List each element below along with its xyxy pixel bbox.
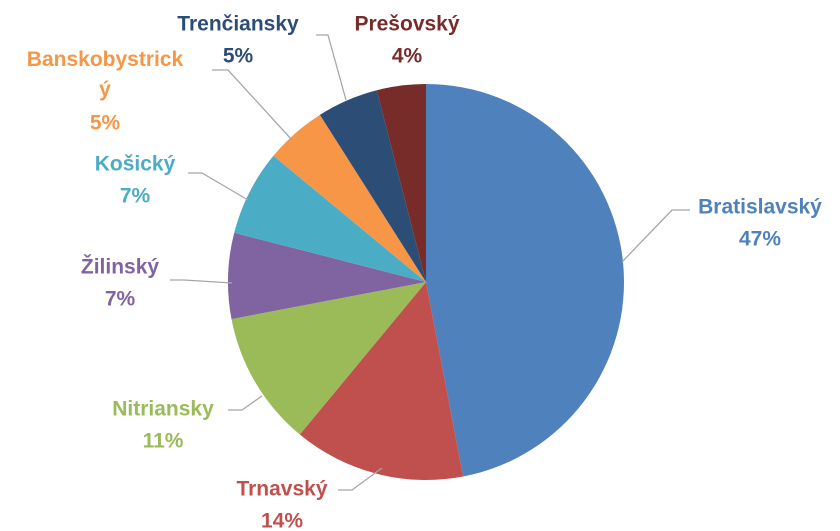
pie-slice: [376, 84, 426, 282]
pie-slice: [299, 282, 464, 480]
leader-line: [228, 395, 263, 411]
pie-slice: [228, 232, 426, 320]
value-label: 5%: [90, 112, 121, 135]
pie-slice: [231, 282, 426, 435]
slice-label: Bratislavský: [698, 196, 822, 219]
label-line: ý: [99, 78, 111, 101]
pie-slice: [319, 90, 426, 282]
value-label: 7%: [120, 185, 151, 208]
slice-label: Trenčiansky: [177, 13, 299, 36]
slice-label: Prešovský: [354, 13, 459, 36]
value-label: 7%: [105, 288, 136, 311]
slice-label: Trnavský: [236, 478, 327, 501]
leader-line: [338, 467, 383, 491]
leader-line: [316, 34, 347, 101]
value-label: 11%: [143, 430, 184, 453]
slice-label: Nitriansky: [112, 398, 214, 421]
slice-label: Žilinský: [81, 255, 160, 279]
label-line: Banskobystrick: [27, 48, 184, 71]
leader-line: [212, 69, 293, 141]
pie-slice: [234, 155, 426, 282]
value-label: 14%: [261, 510, 303, 531]
slice-label: Banskobystrick ý: [27, 48, 184, 101]
leader-line: [621, 209, 690, 263]
slice-label: Košický: [95, 153, 176, 176]
pie-slice: [426, 84, 624, 477]
pie-slice: [273, 114, 426, 282]
value-label: 4%: [392, 45, 423, 68]
leader-line: [188, 172, 249, 201]
value-label: 5%: [223, 45, 254, 68]
leader-line: [170, 279, 233, 284]
value-label: 47%: [739, 228, 781, 251]
